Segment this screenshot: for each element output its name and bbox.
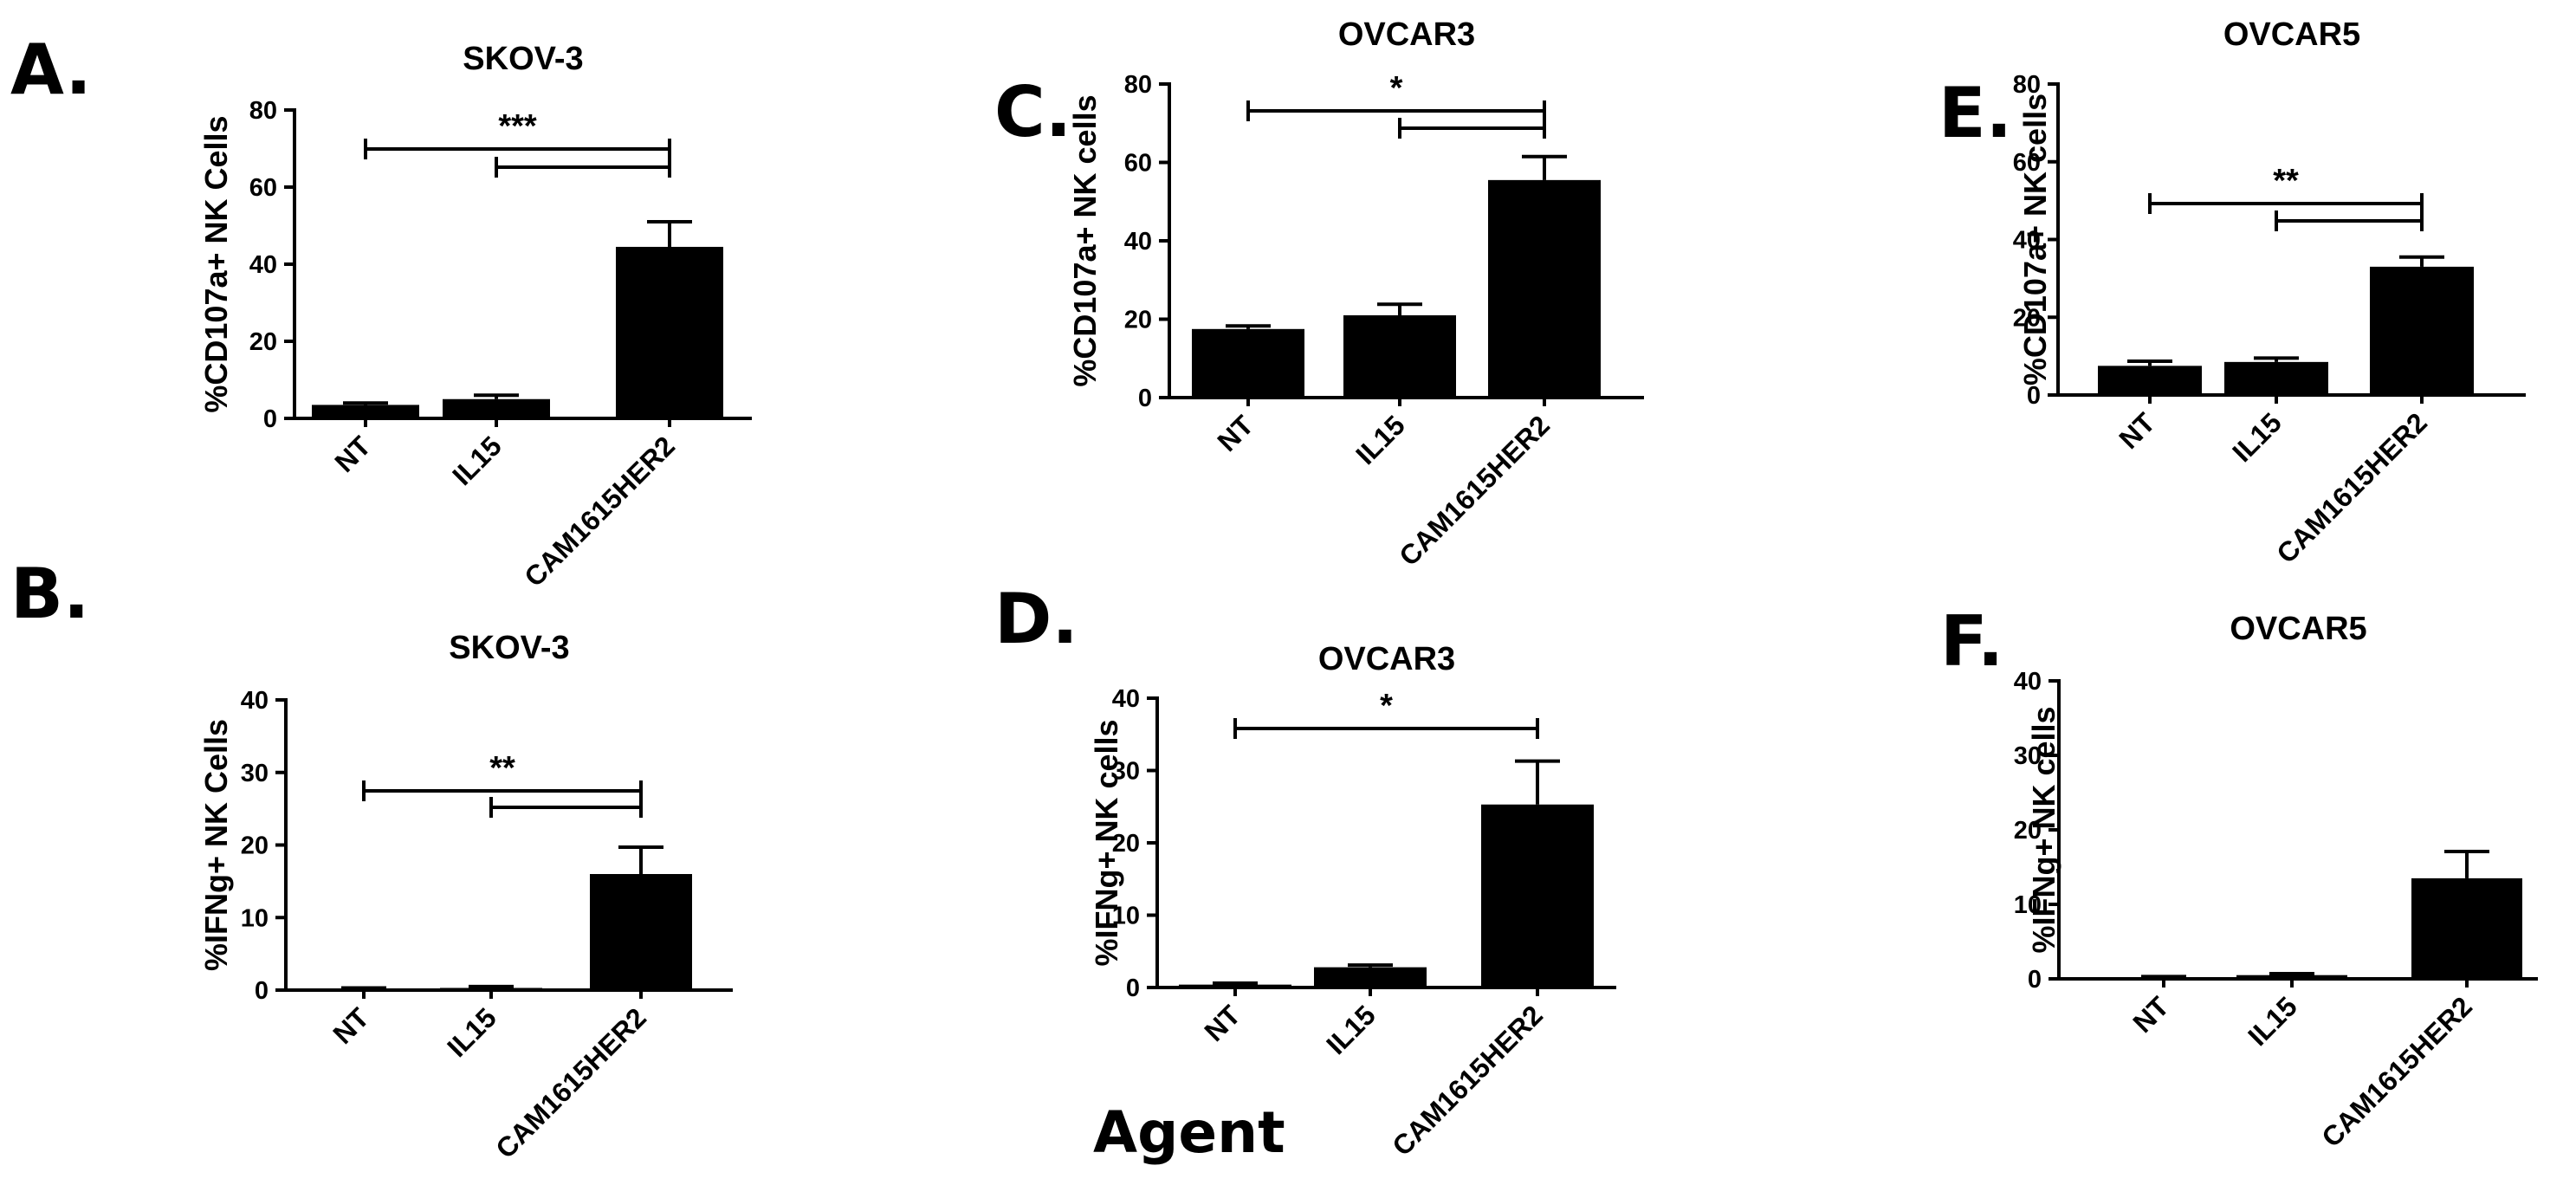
x-tick-label-cam1615her2: CAM1615HER2: [1386, 999, 1549, 1162]
y-tick-label: 30: [1112, 758, 1140, 786]
x-tick-label-cam1615her2: CAM1615HER2: [2270, 406, 2433, 569]
y-tick-label: 0: [2028, 966, 2042, 994]
y-tick-label: 20: [1124, 307, 1152, 334]
significance-label: ***: [498, 108, 537, 145]
y-axis-label: %IFNg+ NK Cells: [198, 719, 234, 971]
shared-x-axis-label: Agent: [1093, 1099, 1285, 1166]
x-tick-label-nt: NT: [1198, 999, 1246, 1047]
y-tick-label: 10: [2014, 891, 2042, 919]
y-tick-label: 0: [263, 405, 277, 433]
significance-label: *: [1390, 70, 1403, 107]
y-tick-label: 0: [2027, 382, 2041, 410]
y-axis-label: %CD107a+ NK cells: [1067, 94, 1103, 386]
y-tick-label: 10: [1112, 903, 1140, 930]
y-tick-label: 60: [1124, 150, 1152, 178]
bar-il15: [2224, 361, 2328, 395]
y-tick-label: 0: [1138, 385, 1152, 412]
bar-nt: [2098, 366, 2202, 395]
x-tick-label-il15: IL15: [2242, 990, 2303, 1052]
bar-nt: [312, 405, 419, 418]
bar-il15: [2236, 975, 2347, 979]
bar-nt: [1179, 984, 1291, 988]
bar-il15: [1314, 967, 1427, 988]
panel-letter: E.: [1938, 73, 2012, 153]
x-tick-label-il15: IL15: [441, 1001, 502, 1063]
x-tick-label-nt: NT: [327, 1001, 375, 1050]
x-tick-label-nt: NT: [2113, 406, 2161, 455]
bar-il15: [443, 398, 550, 418]
y-tick-label: 80: [2013, 71, 2041, 99]
x-tick-label-cam1615her2: CAM1615HER2: [1393, 409, 1556, 572]
x-tick-label-cam1615her2: CAM1615HER2: [489, 1001, 652, 1164]
y-tick-label: 40: [2013, 227, 2041, 255]
chart-title: OVCAR3: [1318, 641, 1455, 677]
y-tick-label: 20: [1112, 830, 1140, 858]
x-tick-label-cam1615her2: CAM1615HER2: [2315, 990, 2478, 1153]
y-tick-label: 30: [2014, 742, 2042, 770]
chart-title: OVCAR5: [2230, 611, 2366, 647]
chart-title: OVCAR5: [2223, 16, 2360, 53]
x-tick-label-il15: IL15: [1349, 409, 1411, 470]
y-tick-label: 20: [2013, 304, 2041, 332]
significance-label: **: [489, 750, 515, 787]
panel-letter: A.: [10, 29, 92, 110]
y-tick-label: 60: [2013, 149, 2041, 177]
bar-il15: [1343, 314, 1456, 398]
bar-cam1615her2: [2370, 266, 2474, 395]
bar-nt: [1192, 328, 1304, 398]
x-tick-label-il15: IL15: [446, 430, 508, 491]
x-tick-label-nt: NT: [1211, 409, 1259, 457]
x-tick-label-il15: IL15: [2226, 406, 2288, 468]
bar-il15: [440, 988, 542, 990]
chart-title: SKOV-3: [463, 41, 583, 77]
y-tick-label: 0: [255, 977, 269, 1005]
chart-title: SKOV-3: [449, 630, 569, 666]
x-tick-label-nt: NT: [2126, 990, 2175, 1039]
panel-letter: F.: [1940, 601, 2003, 682]
chart-panel-c: C. OVCAR3 %CD107a+ NK cells 0 20 40 60 80 NT IL15…: [994, 16, 1644, 572]
y-axis-label: %IFNg+ NK cells: [1089, 719, 1124, 966]
y-tick-label: 20: [2014, 817, 2042, 845]
y-tick-label: 20: [241, 832, 269, 860]
y-tick-label: 20: [249, 328, 277, 356]
chart-panel-a: A. SKOV-3 %CD107a+ NK Cells 0 20 40 60 80 NT IL15…: [10, 29, 752, 593]
significance-label: *: [1380, 688, 1393, 724]
y-tick-label: 10: [241, 904, 269, 932]
bar-cam1615her2: [1488, 179, 1601, 398]
bar-cam1615her2: [1481, 804, 1594, 988]
bar-cam1615her2: [2411, 877, 2522, 979]
panel-letter: D.: [994, 579, 1078, 659]
y-tick-label: 40: [1124, 228, 1152, 256]
y-tick-label: 80: [249, 97, 277, 125]
y-tick-label: 80: [1124, 71, 1152, 99]
y-tick-label: 40: [241, 687, 269, 715]
bar-cam1615her2: [590, 874, 692, 990]
y-tick-label: 60: [249, 174, 277, 202]
bar-cam1615her2: [616, 246, 723, 418]
panel-letter: B.: [10, 554, 89, 634]
y-tick-label: 40: [2014, 668, 2042, 696]
y-tick-label: 40: [249, 251, 277, 279]
x-tick-label-il15: IL15: [1320, 999, 1382, 1060]
y-tick-label: 40: [1112, 685, 1140, 713]
x-tick-label-nt: NT: [328, 430, 377, 478]
significance-label: **: [2273, 163, 2299, 199]
x-tick-label-cam1615her2: CAM1615HER2: [518, 430, 681, 593]
chart-panel-b: B. SKOV-3 %IFNg+ NK Cells 0 10 20 30 40 NT IL15CA…: [10, 554, 733, 1164]
y-tick-label: 30: [241, 760, 269, 787]
y-axis-label: %CD107a+ NK Cells: [198, 115, 234, 412]
y-tick-label: 0: [1126, 975, 1140, 1002]
chart-title: OVCAR3: [1338, 16, 1475, 53]
y-axis-label: %CD107a+ NK cells: [2017, 94, 2053, 385]
panel-letter: C.: [994, 72, 1071, 152]
